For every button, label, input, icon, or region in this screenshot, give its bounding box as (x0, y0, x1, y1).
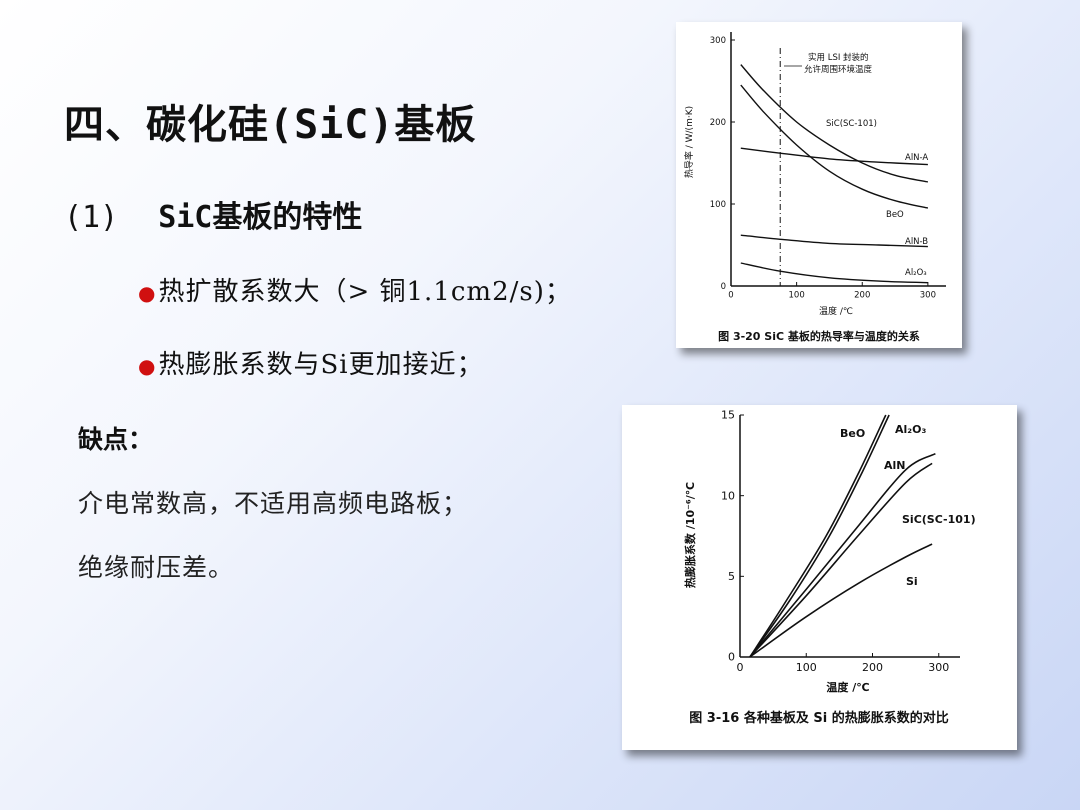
cons-item: 介电常数高，不适用高频电路板； (78, 489, 469, 518)
series-line-si (749, 543, 933, 658)
series-line-al-o (740, 262, 928, 284)
series-line-al-o (749, 414, 890, 658)
x-axis-label: 温度 /℃ (826, 680, 869, 694)
series-line-beo (749, 414, 887, 658)
section-subtitle: (1) SiC基板的特性 (64, 192, 362, 236)
x-tick-label: 0 (728, 291, 733, 301)
y-tick-label: 0 (721, 282, 726, 292)
y-tick-label: 5 (728, 570, 735, 583)
x-tick-label: 300 (928, 661, 949, 674)
annotation-line1: 实用 LSI 封装的 (808, 52, 869, 63)
cons-item: 绝缘耐压差。 (78, 553, 235, 582)
label-beo: BeO (840, 427, 865, 440)
y-tick-label: 100 (710, 200, 726, 210)
y-axis-label: 热导率 / W/(m·K) (683, 106, 695, 178)
bullet-item: ●热扩散系数大（> 铜1.1cm2/s)； (138, 271, 572, 308)
label-beo: BeO (886, 210, 904, 220)
label-sic: SiC(SC-101) (902, 513, 976, 526)
slide-title: 四、碳化硅(SiC)基板 (64, 102, 477, 148)
bullet-item: ●热膨胀系数与Si更加接近； (138, 344, 484, 381)
series-line-aln-b (740, 234, 928, 248)
x-tick-label: 100 (796, 661, 817, 674)
y-tick-label: 15 (721, 409, 735, 422)
x-tick-label: 0 (737, 661, 744, 674)
label-aln-b: AlN-B (905, 237, 928, 247)
series-line-beo (740, 84, 929, 209)
label-aln-a: AlN-A (905, 153, 928, 163)
cons-heading: 缺点： (78, 425, 154, 454)
series-line-sic-sc-101 (749, 462, 933, 658)
label-al2o3: Al₂O₃ (905, 268, 927, 278)
figure-thermal-conductivity: 0 100 200 300 0 100 200 300 实用 LSI 封装的 允许周围环境温度… (676, 22, 962, 348)
x-tick-label: 200 (862, 661, 883, 674)
thermal-expansion-chart: 0 100 200 300 0 5 10 15 BeO Al₂O₃ AlN SiC(SC-10… (683, 409, 976, 726)
thermal-conductivity-chart: 0 100 200 300 0 100 200 300 实用 LSI 封装的 允许周围环境温度… (683, 32, 946, 343)
y-tick-label: 200 (710, 118, 726, 128)
series-line-sic-sc-101 (740, 64, 929, 183)
x-axis-label: 温度 /℃ (819, 305, 853, 317)
y-tick-label: 10 (721, 489, 735, 502)
subtitle-number: (1) (64, 200, 119, 235)
x-tick-label: 200 (854, 291, 870, 301)
figure-caption: 图 3-20 SiC 基板的热导率与温度的关系 (718, 329, 920, 343)
bullet-dot-icon: ● (138, 354, 157, 378)
bullet-text: 热扩散系数大（> 铜1.1cm2/s)； (158, 277, 572, 307)
label-si: Si (906, 575, 918, 588)
x-tick-label: 100 (789, 291, 805, 301)
figure-caption: 图 3-16 各种基板及 Si 的热膨胀系数的对比 (689, 710, 948, 726)
y-tick-label: 300 (710, 36, 726, 46)
bullet-text: 热膨胀系数与Si更加接近； (158, 350, 484, 380)
label-aln: AlN (884, 459, 906, 472)
series-line-aln-a (740, 147, 928, 166)
y-tick-label: 0 (728, 651, 735, 664)
subtitle-text: SiC基板的特性 (158, 200, 363, 235)
label-al2o3: Al₂O₃ (895, 423, 926, 436)
figure-thermal-expansion: 0 100 200 300 0 5 10 15 BeO Al₂O₃ AlN SiC(SC-10… (622, 405, 1017, 750)
label-sic: SiC(SC-101) (826, 119, 877, 129)
annotation-line2: 允许周围环境温度 (804, 64, 873, 75)
bullet-dot-icon: ● (138, 281, 157, 305)
y-axis-label: 热膨胀系数 /10⁻⁶/℃ (683, 482, 697, 588)
x-tick-label: 300 (920, 291, 936, 301)
series-line-aln (749, 452, 936, 658)
